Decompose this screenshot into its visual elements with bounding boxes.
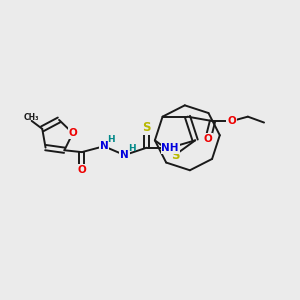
- Text: N: N: [100, 141, 108, 151]
- Text: O: O: [204, 134, 212, 144]
- Text: S: S: [171, 148, 179, 161]
- Text: O: O: [77, 165, 86, 175]
- Text: NH: NH: [161, 143, 179, 153]
- Text: CH₃: CH₃: [24, 113, 39, 122]
- Text: N: N: [120, 150, 129, 160]
- Text: H: H: [128, 144, 136, 153]
- Text: S: S: [142, 121, 151, 134]
- Text: O: O: [227, 116, 236, 126]
- Text: H: H: [107, 135, 115, 144]
- Text: O: O: [68, 128, 77, 138]
